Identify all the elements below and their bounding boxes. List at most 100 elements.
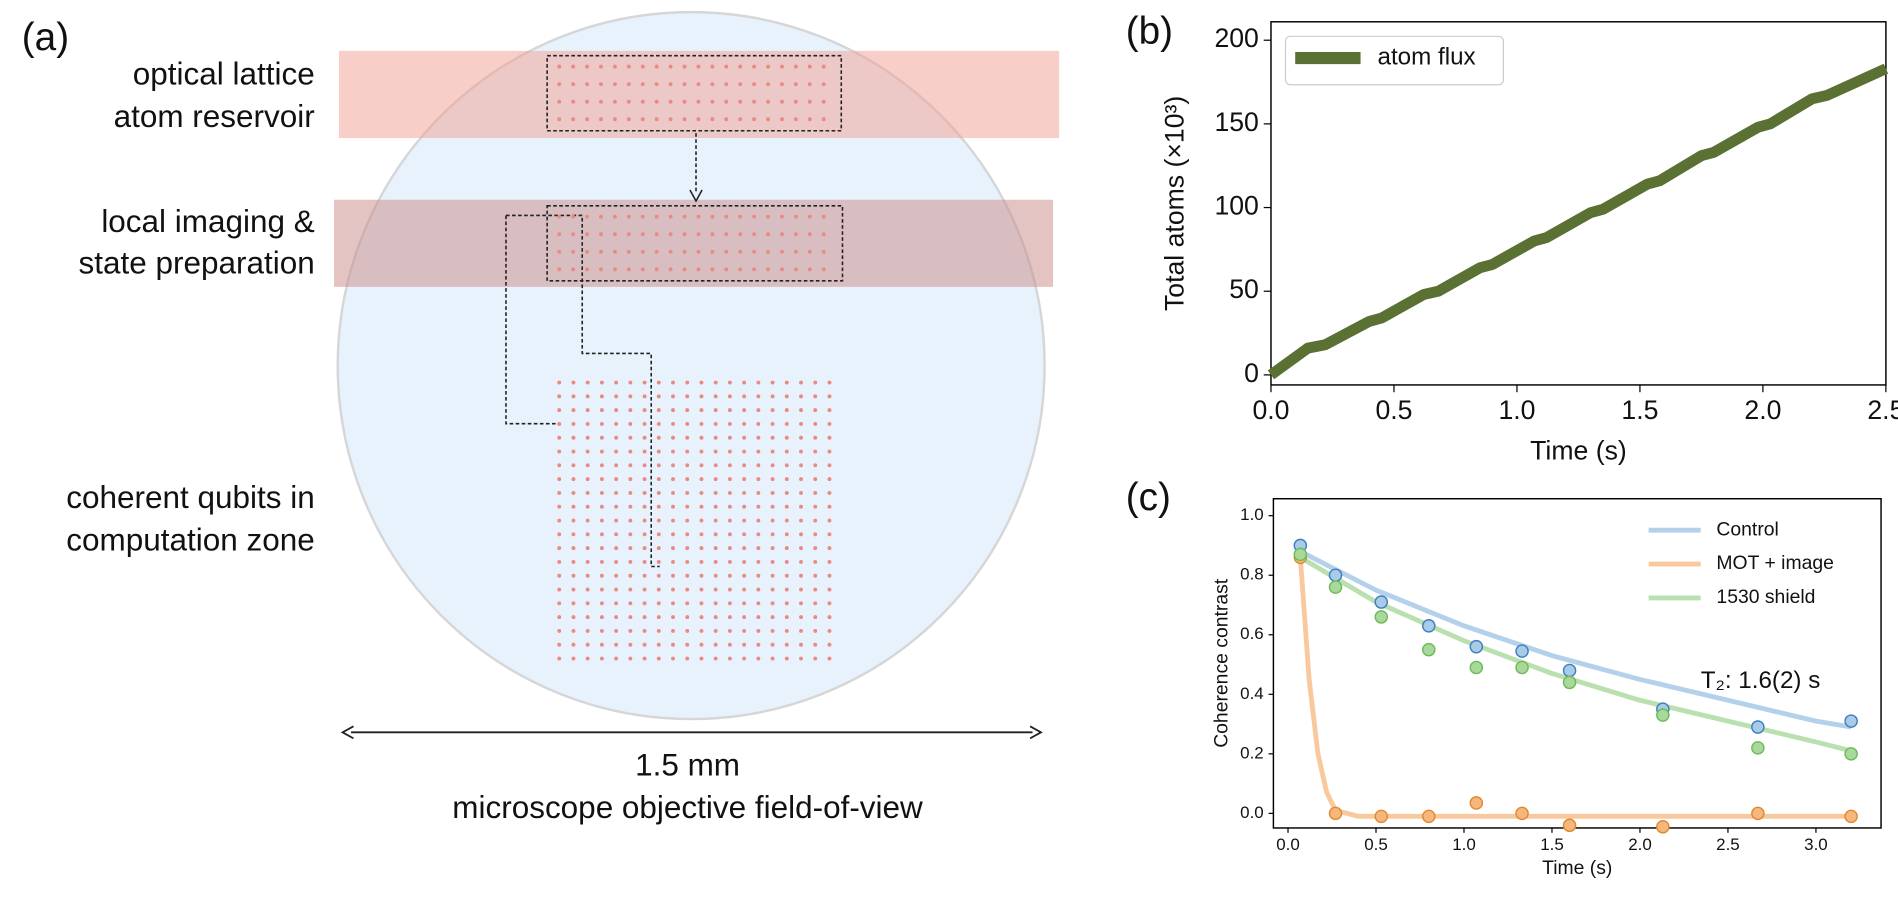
lattice-site (770, 546, 775, 551)
lattice-site (585, 546, 590, 551)
lattice-site (770, 615, 775, 620)
lattice-site (784, 449, 789, 454)
y-tick-label: 0.2 (1240, 743, 1264, 762)
lattice-site (699, 449, 704, 454)
lattice-site (784, 490, 789, 495)
lattice-site (614, 615, 619, 620)
lattice-site (557, 573, 562, 578)
lattice-site (756, 435, 761, 440)
y-tick-label: 50 (1229, 274, 1259, 304)
computation-label: coherent qubits in (66, 480, 314, 515)
lattice-site (699, 435, 704, 440)
lattice-site (756, 408, 761, 413)
lattice-site (671, 394, 675, 399)
lattice-site (626, 82, 631, 87)
data-point (1328, 806, 1343, 821)
lattice-site (571, 601, 576, 606)
lattice-site (599, 449, 604, 454)
lattice-site (793, 117, 798, 122)
lattice-site (685, 463, 690, 468)
lattice-site (656, 421, 661, 426)
lattice-site (585, 435, 590, 440)
lattice-site (557, 214, 562, 219)
lattice-site (827, 394, 832, 399)
lattice-site (713, 642, 718, 647)
lattice-site (793, 249, 798, 254)
lattice-site (713, 587, 718, 592)
lattice-site (642, 546, 647, 551)
lattice-site (685, 518, 690, 523)
lattice-site (685, 477, 690, 482)
lattice-site (571, 421, 576, 426)
lattice-site (793, 64, 798, 69)
x-axis-label: Time (s) (1542, 857, 1612, 879)
lattice-site (599, 380, 604, 385)
lattice-site (599, 504, 604, 509)
y-tick-label: 0.8 (1240, 565, 1264, 584)
transport-path (505, 214, 660, 568)
lattice-site (738, 249, 743, 254)
lattice-site (642, 628, 647, 633)
lattice-site (742, 628, 747, 633)
lattice-site (656, 477, 661, 482)
lattice-site (713, 656, 718, 661)
lattice-site (614, 559, 619, 564)
lattice-site (557, 64, 562, 69)
lattice-site (656, 463, 661, 468)
lattice-site (668, 82, 673, 87)
lattice-site (756, 546, 761, 551)
legend-label: MOT + image (1716, 552, 1833, 574)
lattice-site (685, 394, 690, 399)
y-tick-label: 1.0 (1240, 505, 1264, 524)
lattice-site (770, 532, 775, 537)
lattice-site (642, 587, 647, 592)
lattice-site (571, 642, 576, 647)
lattice-site (614, 642, 619, 647)
lattice-site (557, 615, 562, 620)
lattice-site (656, 394, 661, 399)
lattice-site (813, 656, 818, 661)
lattice-site (585, 463, 590, 468)
lattice-site (784, 559, 789, 564)
lattice-site (784, 532, 789, 537)
lattice-site (813, 573, 818, 578)
lattice-site (738, 117, 743, 122)
imaging-label: local imaging & (101, 204, 314, 239)
lattice-site (827, 477, 832, 482)
lattice-site (724, 267, 729, 272)
lattice-site (699, 421, 704, 426)
lattice-site (626, 267, 631, 272)
lattice-site (557, 559, 562, 564)
lattice-site (571, 267, 576, 272)
lattice-site (770, 463, 775, 468)
lattice-site (557, 546, 562, 551)
lattice-site (557, 587, 562, 592)
legend-label: 1530 shield (1716, 586, 1815, 608)
lattice-site (628, 546, 633, 551)
imaging-beam (334, 199, 1054, 287)
lattice-site (571, 656, 576, 661)
lattice-site (766, 82, 770, 87)
lattice-site (654, 232, 659, 237)
lattice-site (671, 504, 675, 509)
lattice-site (766, 232, 770, 237)
x-tick-label: 0.5 (1364, 835, 1388, 854)
lattice-site (738, 267, 743, 272)
lattice-site (557, 435, 562, 440)
lattice-site (807, 214, 812, 219)
lattice-site (599, 532, 604, 537)
lattice-site (585, 601, 590, 606)
lattice-site (557, 117, 562, 122)
lattice-site (724, 82, 729, 87)
axes-frame (1270, 21, 1887, 386)
lattice-site (756, 518, 761, 523)
panel-label: (c) (1126, 476, 1171, 519)
lattice-site (599, 394, 604, 399)
lattice-site (799, 490, 803, 495)
lattice-site (585, 232, 590, 237)
lattice-site (827, 518, 832, 523)
lattice-site (752, 214, 757, 219)
lattice-site (685, 573, 690, 578)
lattice-site (656, 546, 661, 551)
lattice-site (571, 394, 576, 399)
